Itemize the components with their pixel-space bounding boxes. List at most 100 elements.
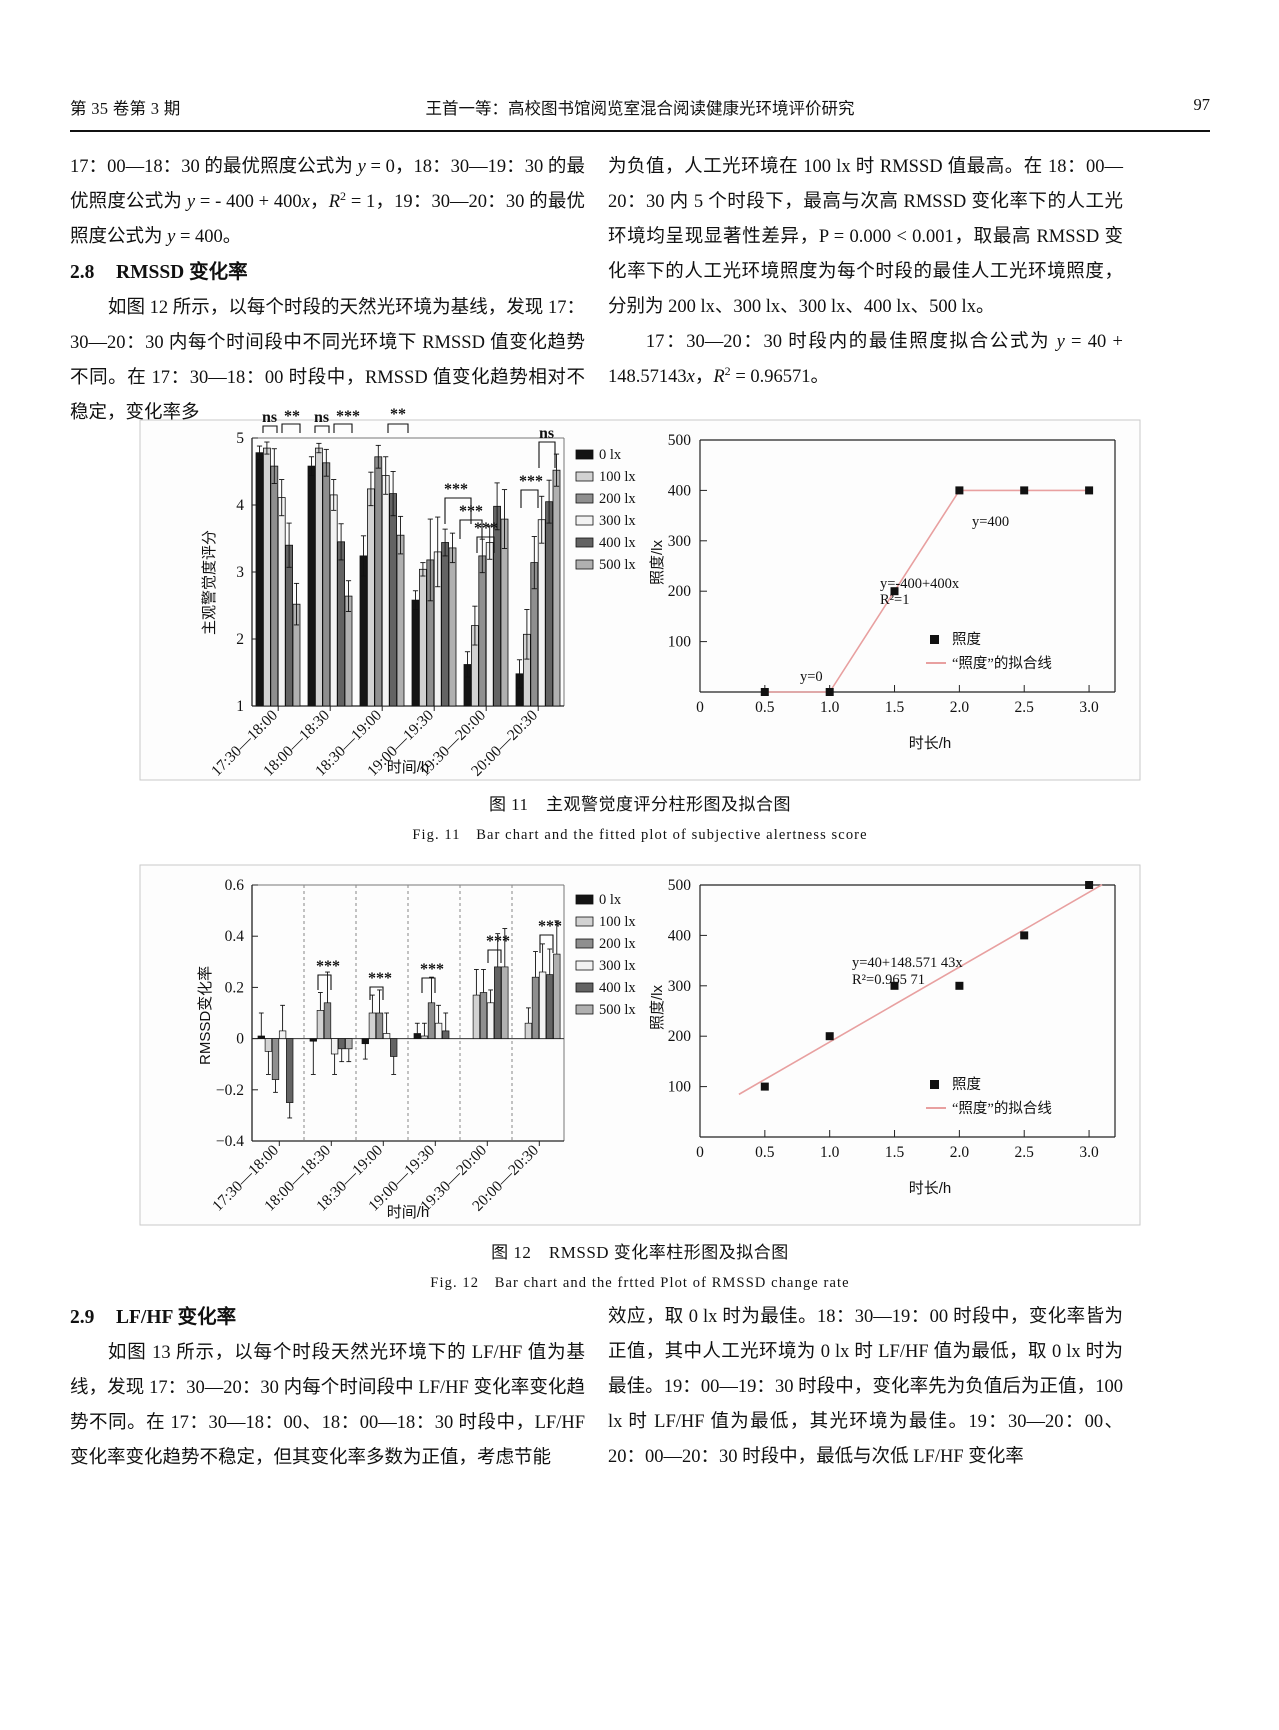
svg-text:***: *** [519,473,543,490]
bar [434,1022,443,1039]
data-point [1085,881,1094,889]
figure-12-caption: 图 12 RMSSD 变化率柱形图及拟合图 Fig. 12 Bar chart … [70,1238,1210,1292]
y-tick-label: 200 [668,583,692,600]
svg-text:**: ** [284,408,300,425]
x-tick-label: 2.5 [1015,1144,1035,1161]
fig12-annotation-r2: R²=0.965 71 [852,972,925,988]
svg-text:1: 1 [236,698,244,715]
x-tick-label: 1.0 [820,1144,840,1161]
fig11-fit-series [760,486,1094,696]
x-tick-label: 1.0 [820,699,840,716]
bar [314,447,323,707]
bar [396,534,405,707]
bar [345,1038,353,1050]
fig11-fit-xlabel: 时长/h [909,735,952,752]
bar [270,465,279,707]
legend-label: 400 lx [599,535,636,551]
bar [368,1012,377,1039]
y-tick-label: −0.2 [216,1082,244,1099]
svg-text:***: *** [316,958,340,975]
bar [441,542,450,707]
bar [271,1038,280,1080]
bar [553,953,561,1039]
bar [278,1030,287,1039]
bar [478,555,487,707]
right-column-bottom: 效应，取 0 lx 时为最佳。18：30—19：00 时段中，变化率皆为正值，其… [608,1300,1123,1475]
bar [255,452,264,707]
fig12-fit-legend-line-label: “照度”的拟合线 [952,1100,1052,1117]
bar [337,541,346,707]
bar [374,456,383,707]
figure-11-caption-en: Fig. 11 Bar chart and the fitted plot of… [412,827,868,843]
fig12-fit-xaxis: 0 0.5 1.0 1.5 2.0 2.5 3.0 [696,1130,1099,1161]
fig12-bar-yaxis: −0.4 −0.2 0 0.2 0.4 0.6 [216,877,258,1150]
svg-text:***: *** [368,970,392,987]
fig11-significance-marks [262,423,556,553]
bar [277,497,286,707]
bar [263,447,271,707]
bar [411,599,420,707]
bar [375,1012,384,1039]
section-title-2-9: LF/HF 变化率 [116,1307,237,1328]
bar [359,555,368,707]
y-tick-label: 0.6 [225,877,245,894]
x-tick-label: 2.0 [950,699,970,716]
data-point [760,1082,769,1091]
fig11-fit-legend-line-label: “照度”的拟合线 [952,655,1052,672]
svg-text:ns: ns [539,425,554,442]
legend-swatch [575,960,594,971]
x-tick-label: 1.5 [885,1144,905,1161]
svg-text:***: *** [336,408,360,425]
fig11-fit-xaxis: 0 0.5 1.0 1.5 2.0 2.5 3.0 [696,685,1099,716]
legend-label: 300 lx [599,513,636,529]
bar [537,519,546,707]
bar [322,462,331,707]
legend-swatch [575,916,594,927]
y-tick-label: 0.2 [225,979,244,996]
bar [257,1035,265,1039]
legend-swatch [575,515,594,526]
legend-label: 500 lx [599,557,636,573]
fig11-annotation-y0: y=0 [800,669,823,685]
legend-label: 200 lx [599,491,636,507]
legend-label: 500 lx [599,1002,636,1018]
legend-swatch [575,449,594,460]
fig12-significance-labels: *** *** *** *** *** [316,918,562,987]
svg-text:4: 4 [236,497,244,514]
bar [344,595,353,707]
bar [316,1010,325,1039]
fig12-fit-series [738,881,1103,1096]
x-tick-label: 1.5 [885,699,905,716]
data-point [955,486,964,495]
bar [329,494,338,707]
svg-text:***: *** [474,520,498,537]
fig11-fit-ylabel: 照度/lx [649,539,666,585]
x-tick-label: 0.5 [755,699,775,716]
legend-label: 100 lx [599,469,636,485]
fig11-annotation-r2: R²=1 [880,592,909,608]
data-point [825,1032,834,1041]
legend-label: 0 lx [599,892,622,908]
legend-label: 0 lx [599,447,622,463]
x-tick-label: 0.5 [755,1144,775,1161]
figure-11-caption: 图 11 主观警觉度评分柱形图及拟合图 Fig. 11 Bar chart an… [70,790,1210,844]
legend-label: 400 lx [599,980,636,996]
fig12-annotation-eq: y=40+148.571 43x [852,955,963,971]
svg-text:ns: ns [314,409,329,426]
legend-swatch [575,471,594,482]
legend-swatch [575,938,594,949]
svg-text:2: 2 [236,631,244,648]
x-tick-label: 3.0 [1079,699,1099,716]
svg-text:***: *** [459,503,483,520]
left-para-2-8: 如图 12 所示，以每个时段的天然光环境为基线，发现 17：30—20：30 内… [70,298,585,423]
y-tick-label: 300 [668,533,692,550]
figure-12-svg: −0.4 −0.2 0 0.2 0.4 0.6 RMSSD变化率 [139,864,1141,1226]
figure-11-caption-cn: 图 11 主观警觉度评分柱形图及拟合图 [488,795,792,814]
fig12-fit-legend: 照度 “照度”的拟合线 [926,1076,1052,1117]
left-para-2-9: 如图 13 所示，以每个时段天然光环境下的 LF/HF 值为基线，发现 17：3… [70,1343,585,1468]
bar [307,465,316,707]
bar [323,1002,332,1039]
fig11-bar-panel: 1 2 3 4 5 主观警觉度评分 [201,406,565,780]
volume-issue: 第 35 卷第 3 期 [70,99,181,118]
svg-text:ns: ns [262,409,277,426]
